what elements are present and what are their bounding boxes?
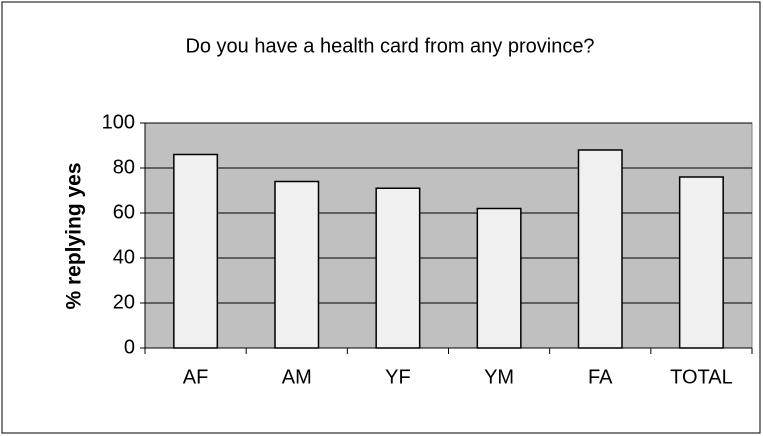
x-tick-label: TOTAL: [670, 366, 733, 388]
bar: [476, 207, 522, 349]
bar: [678, 176, 724, 349]
bar: [375, 187, 421, 349]
y-tick-label: 20: [113, 291, 135, 313]
x-tick-label: YM: [484, 366, 514, 388]
y-tick-label: 40: [113, 246, 135, 268]
bar: [577, 149, 623, 349]
y-tick-label: 60: [113, 201, 135, 223]
chart-title: Do you have a health card from any provi…: [185, 35, 594, 57]
bar: [274, 180, 320, 349]
bar: [173, 153, 219, 349]
x-tick-label: YF: [385, 366, 411, 388]
y-tick-label: 80: [113, 156, 135, 178]
plot-area: [144, 122, 753, 349]
y-axis-label: % replying yes: [63, 162, 86, 309]
x-tick-label: FA: [588, 366, 613, 388]
x-tick-label: AM: [282, 366, 312, 388]
x-tick-label: AF: [183, 366, 209, 388]
y-tick-label: 0: [124, 336, 135, 358]
y-tick-label: 100: [102, 111, 135, 133]
